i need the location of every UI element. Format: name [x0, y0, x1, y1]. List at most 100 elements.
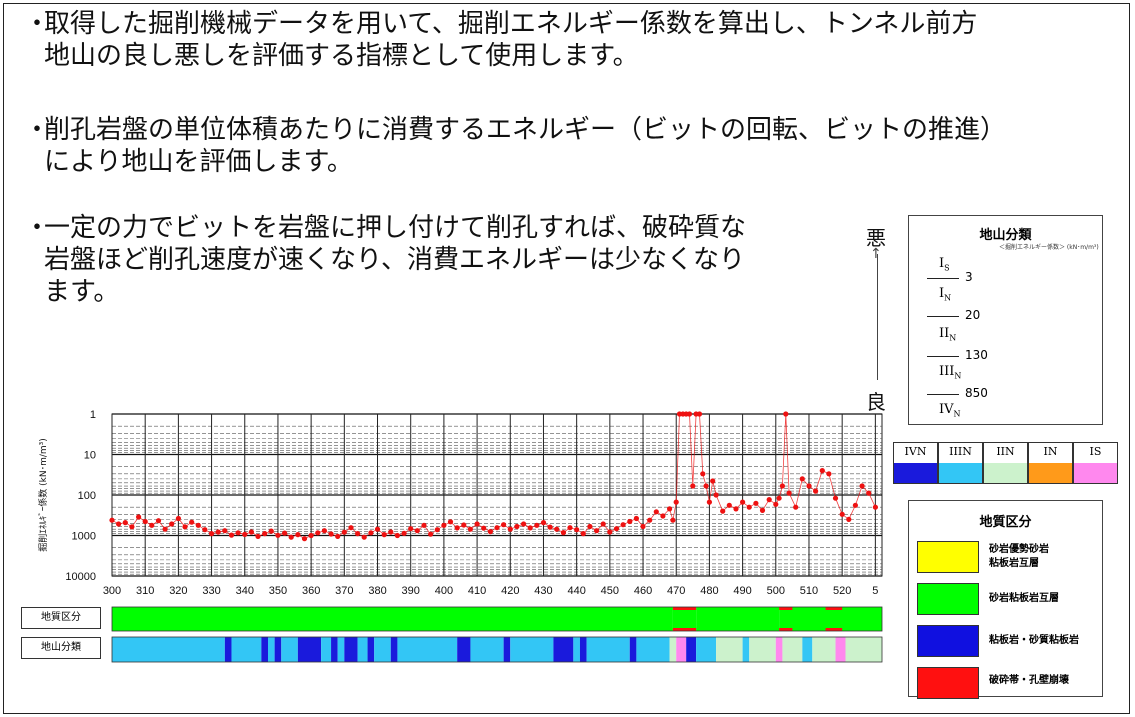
data-point: [600, 521, 606, 527]
bullet-3: ・一定の力でビットを岩盤に押し付けて削孔すれば、破砕質な 岩盤ほど削孔速度が速く…: [24, 212, 746, 308]
strip-label-rock-class: 地山分類: [21, 637, 101, 659]
arrow-up-icon: ↑: [870, 246, 882, 262]
data-point: [776, 495, 782, 501]
data-point: [461, 522, 467, 528]
data-point: [613, 526, 620, 532]
geology-label-3: 粘板岩・砂質粘板岩: [989, 635, 1079, 646]
x-tick-label: 370: [335, 585, 353, 597]
bad-label: 悪: [866, 226, 886, 250]
bullet-3-line-2: 岩盤ほど削孔速度が速くなり、消費エネルギーは少なくなり: [44, 245, 745, 275]
x-tick-label: 380: [368, 585, 386, 597]
rock-class-strip-segment: [676, 637, 687, 662]
rock-class-strip-segment: [231, 637, 262, 662]
data-point: [222, 528, 228, 534]
x-tick-label: 520: [833, 585, 851, 597]
data-point: [116, 521, 122, 527]
class-divider: [927, 394, 959, 395]
data-point: [560, 530, 567, 536]
data-point: [288, 534, 294, 540]
data-point: [275, 532, 281, 538]
class-label-iiin: IIIN: [939, 364, 962, 381]
data-point: [713, 492, 719, 498]
data-point: [521, 521, 527, 527]
strip-label-geology: 地質区分: [21, 607, 101, 629]
data-point: [620, 522, 626, 528]
rock-class-strip-segment: [397, 637, 458, 662]
rock-class-strip-segment: [696, 637, 717, 662]
y-axis-label: 掘削ｴﾈﾙｷﾞｰ係数 (kN･m/m³): [37, 438, 49, 552]
data-point: [746, 504, 752, 510]
rock-class-strip-segment: [503, 637, 511, 662]
data-point: [262, 531, 268, 537]
data-point: [534, 522, 540, 528]
data-point: [839, 511, 845, 517]
rock-class-strip-segment: [112, 637, 225, 662]
rock-class-strip-segment: [261, 637, 268, 662]
data-point: [408, 526, 414, 532]
rock-class-strip-segment: [716, 637, 743, 662]
data-point: [421, 522, 427, 528]
legend-cell-is: IS: [1073, 442, 1118, 484]
data-point: [428, 531, 434, 537]
data-point: [580, 531, 586, 537]
data-point: [819, 468, 825, 474]
threshold-850: 850: [965, 386, 988, 400]
arrow-shaft: [877, 254, 878, 380]
data-point: [846, 516, 852, 523]
data-point: [832, 495, 839, 501]
data-point: [696, 411, 703, 417]
data-point: [321, 528, 327, 534]
legend-cell-ivn: IVN: [893, 442, 938, 484]
rock-class-strip-segment: [845, 637, 882, 662]
x-tick-label: 350: [269, 585, 287, 597]
quality-arrow: 悪 ↑ 良: [862, 220, 892, 415]
x-tick-label: 5: [872, 585, 878, 597]
geology-swatch-green: [917, 583, 979, 615]
data-point: [467, 526, 473, 532]
x-tick-label: 410: [468, 585, 486, 597]
good-label: 良: [866, 390, 886, 414]
data-point: [779, 483, 786, 489]
data-point: [242, 531, 248, 538]
x-tick-label: 490: [733, 585, 751, 597]
rock-class-strip-segment: [374, 637, 391, 662]
x-tick-label: 510: [800, 585, 818, 597]
rock-class-strip-segment: [775, 637, 783, 662]
legend-cell-iin: IIN: [983, 442, 1028, 484]
y-tick-label: 1000: [72, 531, 96, 543]
data-point: [706, 499, 713, 505]
data-point: [703, 483, 709, 489]
rock-class-strip-segment: [224, 637, 232, 662]
data-point: [195, 522, 201, 528]
rock-class-strip-segment: [337, 637, 345, 662]
classification-box: 地山分類 ＜掘削エネルギー係数＞ (kN･m/m³) IS 3 IN 20 II…: [908, 215, 1103, 425]
data-point: [813, 488, 819, 494]
rock-class-strip-segment: [835, 637, 846, 662]
data-point: [394, 532, 400, 539]
bullet-3-line-3: ます。: [44, 277, 120, 307]
rock-class-strip-segment: [267, 637, 275, 662]
data-point: [301, 536, 308, 542]
threshold-3: 3: [965, 270, 973, 284]
data-point: [587, 523, 593, 530]
data-point: [653, 509, 659, 515]
class-divider: [927, 278, 959, 279]
classification-subtitle: ＜掘削エネルギー係数＞ (kN･m/m³): [999, 244, 1099, 251]
rock-class-strip-segment: [686, 637, 697, 662]
data-point: [215, 529, 221, 535]
data-point: [527, 525, 533, 531]
data-point: [268, 528, 274, 534]
data-point: [783, 411, 789, 417]
bullet-2-line-2: により地山を評価します。: [44, 147, 353, 177]
data-point: [540, 520, 547, 526]
data-point: [142, 518, 148, 525]
data-point: [554, 526, 560, 532]
rock-class-strip-segment: [321, 637, 332, 662]
data-point: [228, 532, 235, 538]
geology-swatch-red: [917, 667, 979, 699]
data-point: [454, 525, 460, 531]
geology-strip-mark: [779, 628, 793, 631]
legend-cell-iiin: IIIN: [938, 442, 983, 484]
rock-class-strip-segment: [629, 637, 637, 662]
